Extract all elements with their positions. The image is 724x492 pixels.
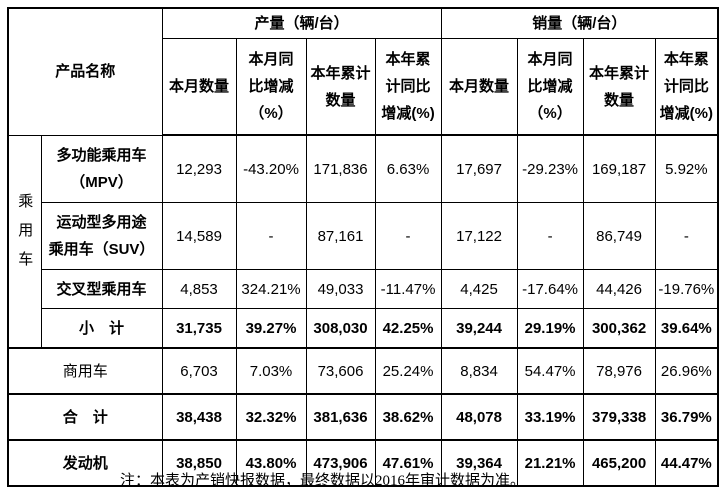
cell-sales-ytd-qty: 44,426	[582, 269, 656, 309]
cell-prod-ytd-yoy: -	[374, 202, 442, 270]
row-label-subtotal: 小 计	[40, 308, 163, 349]
cell-prod-ytd-qty: 49,033	[305, 269, 376, 309]
cell-sales-ytd-yoy: 39.64%	[654, 308, 719, 349]
header-prod-month-yoy: 本月同 比增减 （%）	[235, 38, 307, 136]
header-row-groups: 产品名称 产量（辆/台） 销量（辆/台）	[7, 7, 719, 136]
header-prod-ytd-yoy: 本年累 计同比 增减(%)	[374, 38, 442, 136]
cell-sales-month-yoy: -29.23%	[516, 134, 584, 203]
header-sales-group: 销量（辆/台）	[440, 7, 719, 39]
cell-prod-month-qty: 4,853	[161, 269, 237, 309]
cell-sales-month-qty: 39,244	[440, 308, 518, 349]
cell-sales-ytd-yoy: 36.79%	[654, 393, 719, 441]
cell-prod-month-qty: 38,850	[161, 439, 237, 487]
cell-prod-month-qty: 14,589	[161, 202, 237, 270]
cell-sales-month-qty: 8,834	[440, 347, 518, 395]
cell-sales-month-yoy: 33.19%	[516, 393, 584, 441]
row-label-mpv: 多功能乘用车 （MPV）	[40, 134, 163, 203]
cell-sales-ytd-yoy: 26.96%	[654, 347, 719, 395]
cell-sales-month-yoy: -	[516, 202, 584, 270]
header-row-subcolumns: 本月数量 本月同 比增减 （%） 本年累计 数量 本年累 计同比 增减(%) 本…	[8, 38, 719, 136]
cell-prod-ytd-qty: 73,606	[305, 347, 376, 395]
table-row-suv: 运动型多用途 乘用车（SUV） 14,589 - 87,161 - 17,122…	[8, 202, 719, 270]
production-sales-table: 产品名称 产量（辆/台） 销量（辆/台） 本月数量 本月同 比增减 （%） 本年…	[7, 7, 720, 487]
cell-prod-month-yoy: 324.21%	[235, 269, 307, 309]
cell-prod-month-yoy: 43.80%	[235, 439, 307, 487]
cell-prod-month-qty: 31,735	[161, 308, 237, 349]
header-product-name: 产品名称	[7, 7, 163, 136]
table-row-total: 合 计 38,438 32.32% 381,636 38.62% 48,078 …	[7, 393, 719, 441]
cell-sales-month-yoy: 29.19%	[516, 308, 584, 349]
header-sales-month-yoy: 本月同 比增减 （%）	[516, 38, 584, 136]
cell-sales-month-qty: 17,122	[440, 202, 518, 270]
cell-prod-ytd-yoy: 6.63%	[374, 134, 442, 203]
cell-sales-ytd-yoy: -19.76%	[654, 269, 719, 309]
header-sales-month-qty: 本月数量	[440, 38, 518, 136]
header-production-group: 产量（辆/台）	[161, 7, 442, 39]
cell-sales-month-qty: 48,078	[440, 393, 518, 441]
cell-sales-ytd-qty: 465,200	[582, 439, 656, 487]
cell-prod-ytd-qty: 87,161	[305, 202, 376, 270]
cell-sales-ytd-qty: 300,362	[582, 308, 656, 349]
cell-prod-month-yoy: 7.03%	[235, 347, 307, 395]
header-sales-ytd-yoy: 本年累 计同比 增减(%)	[654, 38, 719, 136]
cell-prod-ytd-qty: 381,636	[305, 393, 376, 441]
row-label-suv: 运动型多用途 乘用车（SUV）	[40, 202, 163, 270]
cell-prod-ytd-yoy: 42.25%	[374, 308, 442, 349]
group-passenger-vehicle: 乘用车	[7, 134, 42, 349]
cell-sales-month-yoy: -17.64%	[516, 269, 584, 309]
cell-sales-ytd-qty: 78,976	[582, 347, 656, 395]
cell-prod-ytd-yoy: 38.62%	[374, 393, 442, 441]
row-label-total: 合 计	[7, 393, 163, 441]
cell-prod-month-yoy: -	[235, 202, 307, 270]
table-row-crossover: 交叉型乘用车 4,853 324.21% 49,033 -11.47% 4,42…	[8, 269, 719, 309]
table-row-mpv: 乘用车 多功能乘用车 （MPV） 12,293 -43.20% 171,836 …	[7, 134, 719, 349]
footnote: 注：本表为产销快报数据，最终数据以2016年审计数据为准。	[120, 473, 526, 489]
cell-sales-ytd-qty: 379,338	[582, 393, 656, 441]
cell-prod-ytd-yoy: 47.61%	[374, 439, 442, 487]
table-row-subtotal: 小 计 31,735 39.27% 308,030 42.25% 39,244 …	[8, 308, 719, 349]
cell-sales-month-yoy: 21.21%	[516, 439, 584, 487]
table-row-commercial: 商用车 6,703 7.03% 73,606 25.24% 8,834 54.4…	[7, 347, 719, 395]
row-label-engine: 发动机	[7, 439, 163, 487]
cell-sales-month-qty: 17,697	[440, 134, 518, 203]
cell-prod-month-yoy: 32.32%	[235, 393, 307, 441]
cell-prod-ytd-yoy: 25.24%	[374, 347, 442, 395]
cell-sales-month-qty: 39,364	[440, 439, 518, 487]
cell-sales-month-yoy: 54.47%	[516, 347, 584, 395]
cell-prod-month-qty: 12,293	[161, 134, 237, 203]
cell-prod-month-qty: 6,703	[161, 347, 237, 395]
cell-prod-ytd-qty: 308,030	[305, 308, 376, 349]
cell-prod-ytd-yoy: -11.47%	[374, 269, 442, 309]
cell-prod-month-qty: 38,438	[161, 393, 237, 441]
cell-prod-month-yoy: 39.27%	[235, 308, 307, 349]
cell-sales-ytd-qty: 169,187	[582, 134, 656, 203]
cell-sales-ytd-yoy: 5.92%	[654, 134, 719, 203]
header-prod-month-qty: 本月数量	[161, 38, 237, 136]
cell-sales-ytd-yoy: -	[654, 202, 719, 270]
table-row-engine: 发动机 38,850 43.80% 473,906 47.61% 39,364 …	[7, 439, 719, 487]
row-label-commercial: 商用车	[7, 347, 163, 395]
cell-prod-ytd-qty: 171,836	[305, 134, 376, 203]
cell-prod-month-yoy: -43.20%	[235, 134, 307, 203]
cell-sales-month-qty: 4,425	[440, 269, 518, 309]
cell-sales-ytd-yoy: 44.47%	[654, 439, 719, 487]
cell-sales-ytd-qty: 86,749	[582, 202, 656, 270]
group-passenger-vehicle-label: 乘用车	[16, 193, 34, 281]
header-sales-ytd-qty: 本年累计 数量	[582, 38, 656, 136]
cell-prod-ytd-qty: 473,906	[305, 439, 376, 487]
row-label-crossover: 交叉型乘用车	[40, 269, 163, 309]
header-prod-ytd-qty: 本年累计 数量	[305, 38, 376, 136]
